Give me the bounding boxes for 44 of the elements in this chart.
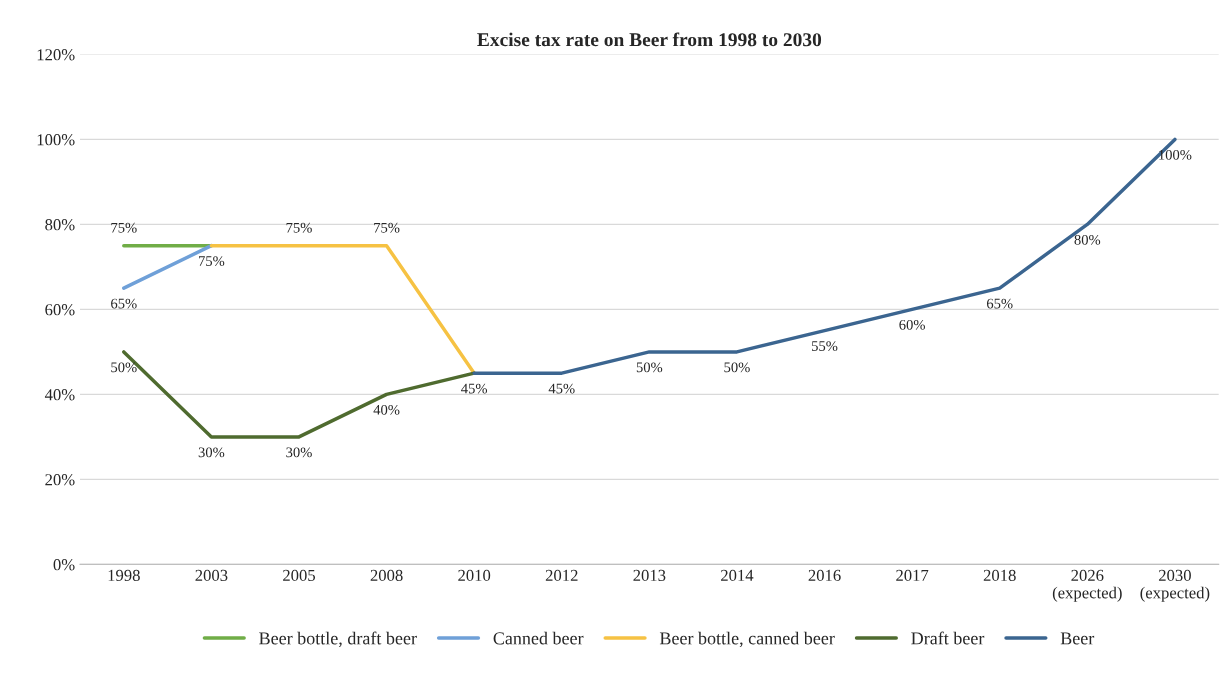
y-tick-label: 40% — [44, 389, 75, 401]
x-tick-label: 2018 — [983, 569, 1016, 581]
x-tick-label: 1998 — [108, 569, 140, 581]
x-tick-label: 2014 — [721, 569, 754, 581]
data-label: 75% — [374, 222, 400, 233]
legend-label: Draft beer — [911, 631, 985, 645]
data-label: 30% — [286, 447, 312, 458]
data-label: 65% — [986, 298, 1013, 309]
y-tick-label: 120% — [37, 49, 75, 61]
data-label: 50% — [636, 362, 663, 373]
data-label: 40% — [373, 404, 400, 415]
y-tick-label: 60% — [45, 304, 75, 316]
x-tick-label: 2017 — [896, 569, 929, 581]
y-tick-label: 0% — [53, 559, 75, 571]
data-label: 50% — [111, 362, 137, 373]
x-tick-label: 2026 (expected) — [1052, 569, 1122, 602]
x-tick-label: 2013 — [633, 569, 666, 581]
y-tick-label: 100% — [37, 134, 75, 146]
x-tick-label: 2010 — [458, 569, 491, 581]
y-tick-label: 80% — [45, 219, 75, 231]
data-label: 75% — [199, 256, 225, 267]
x-tick-label: 2016 — [808, 569, 841, 581]
data-label: 80% — [1074, 234, 1101, 245]
data-label: 45% — [548, 383, 575, 394]
x-tick-label: 2005 — [283, 569, 316, 581]
x-tick-label: 2030 (expected) — [1140, 569, 1210, 602]
data-label: 75% — [286, 222, 312, 233]
data-label: 60% — [899, 319, 925, 330]
x-tick-label: 2012 — [545, 569, 578, 581]
x-tick-label: 2003 — [195, 569, 228, 581]
data-label: 65% — [111, 298, 137, 309]
legend-label: Beer bottle, draft beer — [259, 631, 417, 648]
y-tick-label: 20% — [45, 474, 75, 486]
legend-label: Canned beer — [493, 631, 584, 645]
data-label: 55% — [812, 341, 838, 352]
data-label: 50% — [724, 362, 750, 373]
legend-label: Beer bottle, canned beer — [659, 631, 835, 648]
data-label: 30% — [198, 447, 225, 458]
legend-label: Beer — [1060, 632, 1095, 645]
chart-title: Excise tax rate on Beer from 1998 to 2030 — [477, 32, 822, 47]
data-label: 75% — [111, 222, 137, 233]
data-label: 100% — [1159, 149, 1192, 160]
data-label: 45% — [461, 383, 488, 394]
x-tick-label: 2008 — [370, 569, 403, 581]
